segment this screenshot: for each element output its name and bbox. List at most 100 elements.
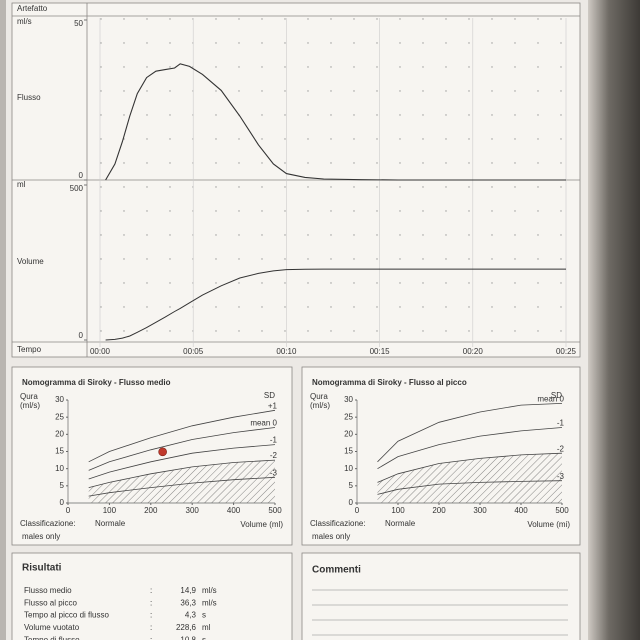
x-tick-label: 500	[555, 506, 569, 515]
result-label: Flusso medio	[24, 586, 72, 595]
sd-curve-label: -2	[557, 444, 565, 453]
nomogram-title: Nomogramma di Siroky - Flusso medio	[22, 378, 171, 387]
sd-curve	[377, 452, 563, 483]
result-label: Tempo al picco di flusso	[24, 611, 109, 620]
x-tick-label: 300	[473, 506, 487, 515]
sd-curve	[377, 427, 563, 470]
result-label: Volume vuotato	[24, 623, 80, 632]
y-tick-label: 10	[344, 464, 353, 473]
y-tick-label: 0	[60, 498, 65, 507]
hatched-area	[377, 453, 562, 503]
axis-label: Tempo	[17, 345, 42, 354]
comments-title: Commenti	[312, 565, 361, 576]
note: males only	[22, 532, 60, 541]
y-tick-label: 10	[55, 464, 64, 473]
results-panel	[11, 552, 293, 640]
y-axis-label: (ml/s)	[310, 401, 330, 410]
y-tick-label: 50	[74, 19, 83, 28]
x-tick-label: 500	[268, 506, 282, 515]
unit: ml/s	[17, 17, 32, 26]
hatched-area	[88, 460, 275, 503]
separator: :	[150, 586, 152, 595]
flow-curve	[105, 63, 566, 181]
sd-curve-label: mean 0	[250, 419, 277, 428]
y-tick-label: 20	[344, 429, 353, 438]
patient-point	[158, 447, 167, 457]
comment-lines	[312, 589, 568, 636]
sd-curve-label: mean 0	[537, 395, 564, 404]
axis-label: Volume	[17, 257, 44, 266]
axis-label: Flusso	[17, 93, 41, 102]
result-unit: ml/s	[202, 586, 217, 595]
x-tick-label: 300	[186, 506, 200, 515]
y-tick-label: 0	[349, 498, 354, 507]
separator: :	[150, 635, 152, 640]
y-tick-label: 5	[60, 481, 65, 490]
x-tick-label: 00:15	[370, 347, 391, 356]
separator: :	[150, 611, 152, 620]
separator: :	[150, 598, 152, 607]
classification-label: Classificazione:	[20, 519, 76, 528]
sd-curve-label: -2	[270, 451, 278, 460]
y-tick-label: 20	[55, 429, 64, 438]
x-tick-label: 00:05	[183, 347, 204, 356]
result-unit: ml	[202, 623, 211, 632]
y-tick-label: 500	[70, 184, 84, 193]
x-tick-label: 200	[144, 506, 158, 515]
sd-curve	[88, 444, 276, 480]
x-tick-label: 400	[514, 506, 528, 515]
x-tick-label: 00:25	[556, 347, 577, 356]
label: Artefatto	[17, 4, 48, 13]
nomogram-title: Nomogramma di Siroky - Flusso al picco	[312, 378, 467, 387]
x-tick-label: 00:20	[463, 347, 484, 356]
y-tick-label: 25	[344, 412, 353, 421]
y-tick-label: 25	[55, 412, 64, 421]
classification-label: Classificazione:	[310, 519, 366, 528]
result-unit: s	[202, 611, 206, 620]
y-axis-label: Qura	[20, 392, 38, 401]
sd-curve-label: -3	[557, 472, 565, 481]
x-axis-label: Volume (ml)	[240, 520, 283, 529]
photo-edge	[0, 0, 6, 640]
x-tick-label: 400	[227, 506, 241, 515]
y-axis-label: (ml/s)	[20, 401, 40, 410]
sd-curve-label: -3	[270, 468, 278, 477]
result-label: Flusso al picco	[24, 598, 77, 607]
sd-label: SD	[551, 391, 562, 400]
y-tick-label: 0	[79, 331, 84, 340]
x-tick-label: 100	[391, 506, 405, 515]
sd-curve-label: -1	[557, 419, 565, 428]
y-tick-label: 0	[79, 171, 84, 180]
result-value: 4,3	[185, 611, 197, 620]
y-axis-label: Qura	[310, 392, 328, 401]
x-tick-label: 00:00	[90, 347, 111, 356]
sd-label: SD	[264, 391, 275, 400]
result-unit: s	[202, 635, 206, 640]
x-tick-label: 100	[103, 506, 117, 515]
sd-curve-label: +1	[268, 401, 278, 410]
sd-curve	[88, 459, 276, 488]
classification: Normale	[95, 519, 126, 528]
result-value: 228,6	[176, 623, 197, 632]
y-tick-label: 15	[344, 447, 353, 456]
x-axis-label: Volume (mi)	[527, 520, 570, 529]
classification: Normale	[385, 519, 416, 528]
result-unit: ml/s	[202, 598, 217, 607]
results-title: Risultati	[22, 563, 62, 574]
x-tick-label: 00:10	[276, 347, 297, 356]
separator: :	[150, 623, 152, 632]
x-tick-label: 200	[432, 506, 446, 515]
x-tick-label: 0	[66, 506, 71, 515]
result-value: 14,9	[180, 586, 196, 595]
result-value: 36,3	[180, 598, 196, 607]
note: males only	[312, 532, 350, 541]
sd-curve	[88, 409, 276, 463]
result-value: 10,8	[180, 635, 196, 640]
sd-curve	[88, 476, 276, 497]
unit: ml	[17, 180, 26, 189]
sd-curve	[377, 403, 563, 463]
photo-edge	[588, 0, 640, 640]
nomogram-panel	[11, 366, 293, 546]
y-tick-label: 30	[344, 395, 353, 404]
